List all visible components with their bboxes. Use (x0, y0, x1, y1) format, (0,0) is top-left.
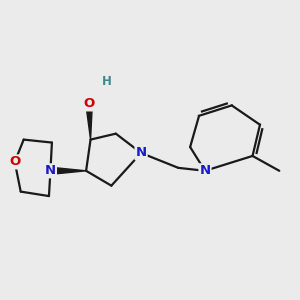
Text: O: O (83, 98, 95, 110)
Text: N: N (136, 146, 147, 160)
Text: N: N (45, 164, 56, 177)
Text: H: H (102, 75, 112, 88)
Polygon shape (86, 104, 92, 140)
Polygon shape (50, 167, 86, 174)
Text: N: N (200, 164, 211, 177)
Text: O: O (9, 155, 20, 168)
